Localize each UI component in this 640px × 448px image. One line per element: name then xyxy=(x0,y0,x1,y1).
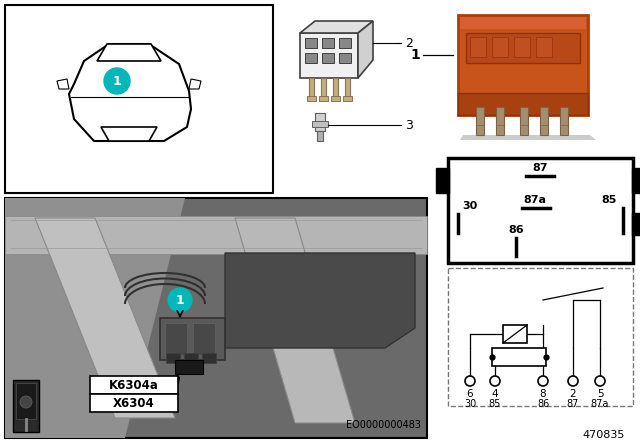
Bar xyxy=(193,323,215,355)
Bar xyxy=(460,17,586,29)
Bar xyxy=(321,78,326,98)
Bar xyxy=(305,53,317,63)
Bar xyxy=(90,394,178,412)
Bar xyxy=(202,353,216,363)
Bar xyxy=(458,93,588,115)
Bar xyxy=(632,213,640,235)
Polygon shape xyxy=(235,218,355,423)
Bar xyxy=(166,353,180,363)
Bar xyxy=(476,107,484,135)
Polygon shape xyxy=(69,44,191,141)
Bar xyxy=(309,78,314,98)
Circle shape xyxy=(104,68,130,94)
Text: 1: 1 xyxy=(113,74,122,87)
Text: 87a: 87a xyxy=(591,399,609,409)
Bar xyxy=(165,323,187,355)
Text: 85: 85 xyxy=(489,399,501,409)
Bar xyxy=(492,37,508,57)
Bar xyxy=(345,78,350,98)
Bar xyxy=(16,383,36,419)
Bar xyxy=(466,33,580,63)
Text: 85: 85 xyxy=(602,195,617,205)
Polygon shape xyxy=(35,218,175,418)
Polygon shape xyxy=(300,21,373,33)
Polygon shape xyxy=(358,21,373,78)
Text: 86: 86 xyxy=(537,399,549,409)
Text: 1: 1 xyxy=(175,293,184,306)
Bar xyxy=(339,38,351,48)
Bar xyxy=(331,96,340,101)
Bar xyxy=(514,37,530,57)
Bar xyxy=(184,353,198,363)
Text: 5: 5 xyxy=(596,389,604,399)
Circle shape xyxy=(538,376,548,386)
Polygon shape xyxy=(101,127,157,141)
Bar xyxy=(503,325,527,343)
Polygon shape xyxy=(460,135,596,140)
Text: 3: 3 xyxy=(405,119,413,132)
Bar xyxy=(305,38,317,48)
Bar xyxy=(319,96,328,101)
Bar xyxy=(448,268,633,406)
Text: 87a: 87a xyxy=(524,195,547,205)
Bar xyxy=(312,121,328,127)
Bar xyxy=(540,107,548,135)
Circle shape xyxy=(595,376,605,386)
Polygon shape xyxy=(225,253,415,348)
Bar xyxy=(160,318,225,360)
Bar xyxy=(458,15,588,115)
Polygon shape xyxy=(5,198,185,438)
Text: 2: 2 xyxy=(405,36,413,49)
Circle shape xyxy=(568,376,578,386)
Text: 8: 8 xyxy=(540,389,547,399)
Bar xyxy=(536,37,552,57)
Bar xyxy=(470,37,486,57)
Bar xyxy=(315,113,325,131)
Text: 86: 86 xyxy=(508,225,524,235)
Bar xyxy=(175,360,203,374)
Text: 87: 87 xyxy=(567,399,579,409)
Bar xyxy=(307,96,316,101)
Circle shape xyxy=(168,288,192,312)
Polygon shape xyxy=(189,79,201,89)
Text: 1: 1 xyxy=(410,48,420,62)
Polygon shape xyxy=(97,44,161,61)
Circle shape xyxy=(465,376,475,386)
Circle shape xyxy=(490,376,500,386)
Text: 87: 87 xyxy=(532,163,548,173)
Bar xyxy=(436,168,449,193)
Text: 470835: 470835 xyxy=(582,430,625,440)
Bar xyxy=(343,96,352,101)
Bar xyxy=(492,348,546,366)
Text: K6304a: K6304a xyxy=(109,379,159,392)
Text: EO0000000483: EO0000000483 xyxy=(346,420,421,430)
Text: 2: 2 xyxy=(570,389,576,399)
Bar xyxy=(496,107,504,135)
Circle shape xyxy=(20,396,32,408)
Text: X6304: X6304 xyxy=(113,396,155,409)
Bar xyxy=(317,131,323,141)
Bar xyxy=(5,5,273,193)
Bar xyxy=(339,53,351,63)
Bar xyxy=(333,78,338,98)
Text: 30: 30 xyxy=(462,201,477,211)
Bar xyxy=(322,38,334,48)
Text: 30: 30 xyxy=(464,399,476,409)
Bar xyxy=(13,380,39,432)
Bar xyxy=(632,168,640,193)
Bar xyxy=(300,33,358,78)
Text: 4: 4 xyxy=(492,389,499,399)
Text: 6: 6 xyxy=(467,389,474,399)
Bar xyxy=(5,198,427,438)
Polygon shape xyxy=(57,79,69,89)
Bar xyxy=(322,53,334,63)
Bar xyxy=(560,107,568,135)
Bar xyxy=(448,158,633,263)
Bar xyxy=(520,107,528,135)
Bar xyxy=(5,216,427,254)
Bar xyxy=(90,376,178,394)
